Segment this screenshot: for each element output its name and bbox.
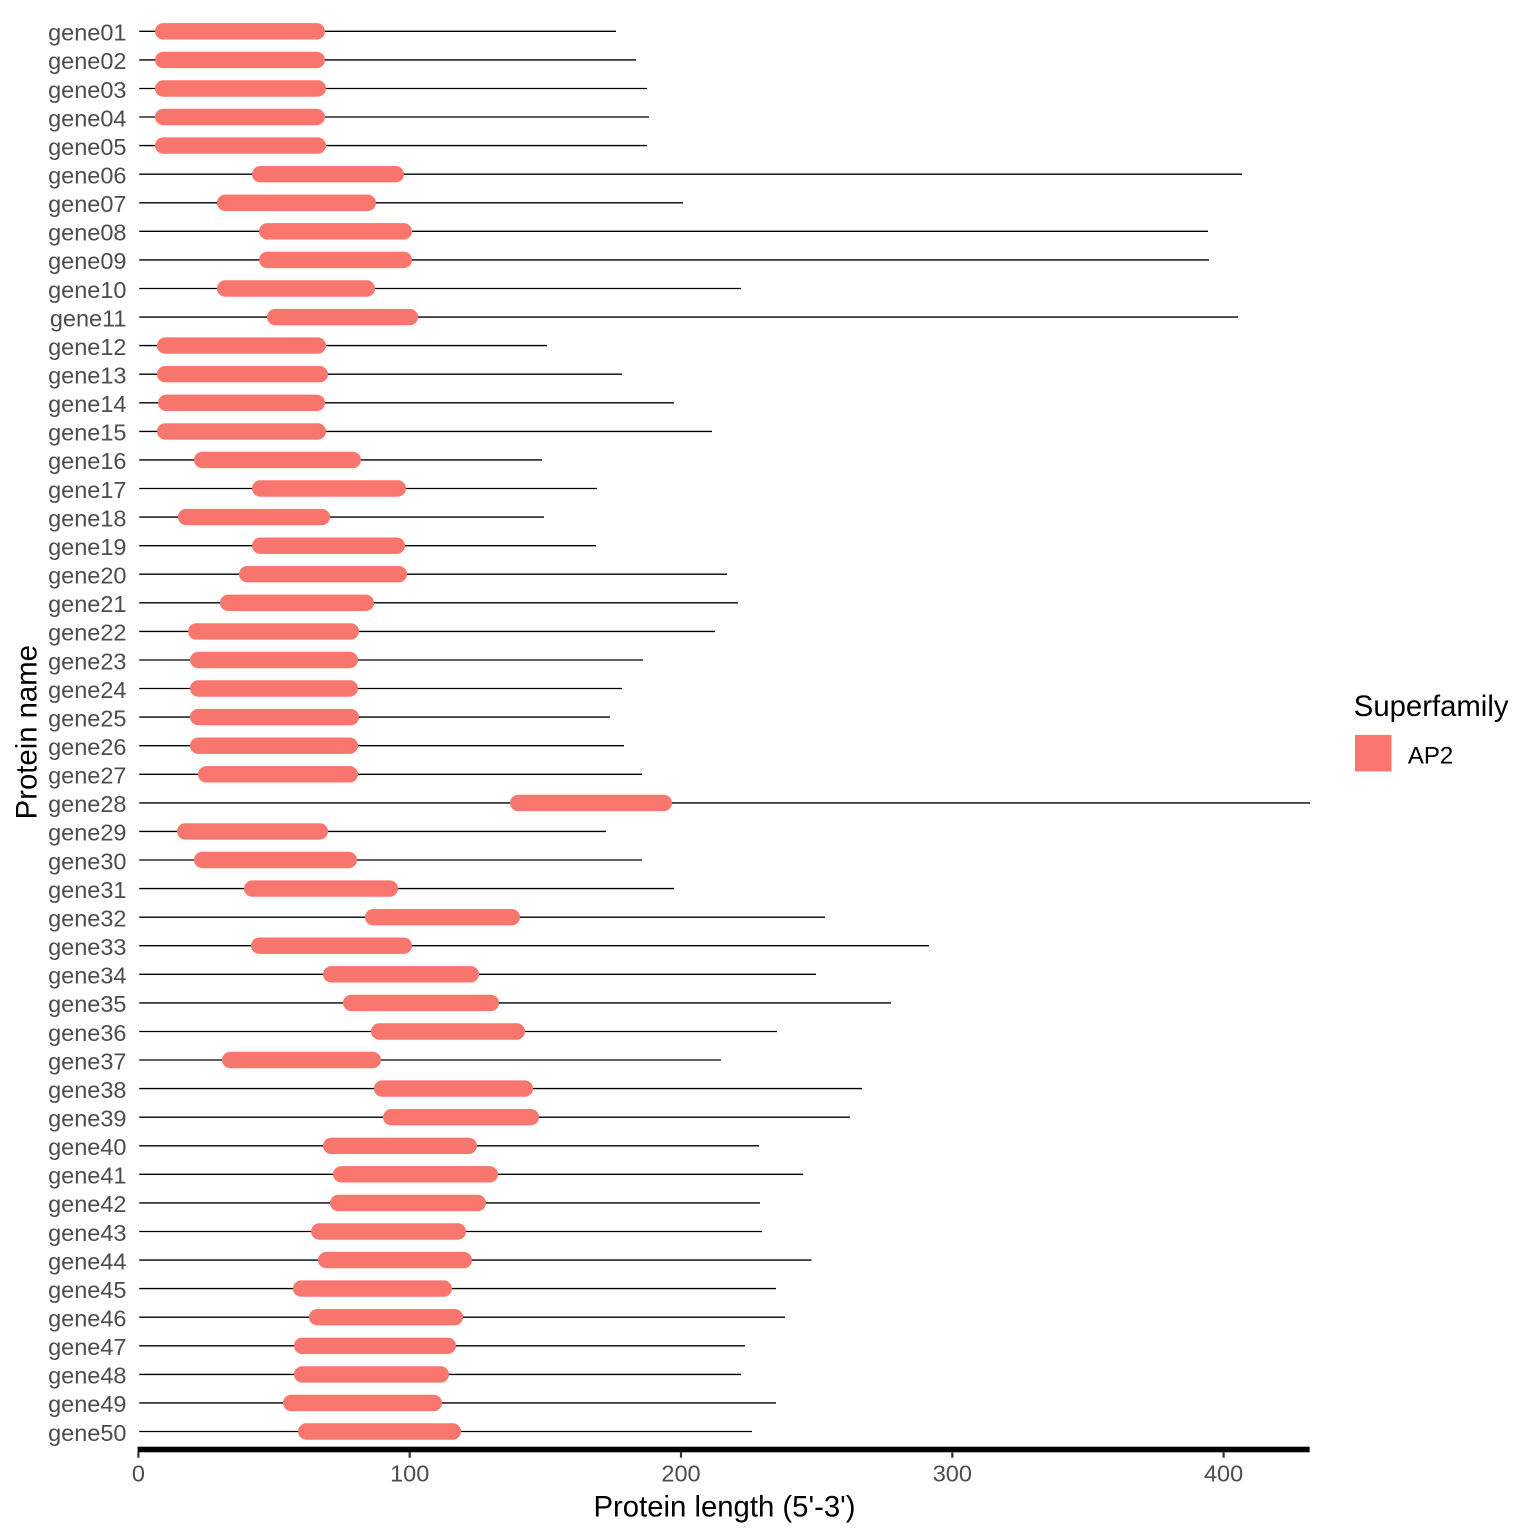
svg-text:gene43: gene43 <box>48 1220 126 1246</box>
svg-text:gene28: gene28 <box>48 791 126 817</box>
svg-text:Protein length (5'-3'): Protein length (5'-3') <box>594 1490 856 1523</box>
svg-text:200: 200 <box>661 1461 700 1487</box>
svg-text:gene01: gene01 <box>48 20 126 46</box>
svg-text:gene22: gene22 <box>48 620 126 646</box>
svg-text:gene25: gene25 <box>48 705 126 731</box>
svg-text:gene47: gene47 <box>48 1334 126 1360</box>
svg-text:gene06: gene06 <box>48 163 126 189</box>
svg-text:gene48: gene48 <box>48 1363 126 1389</box>
svg-text:400: 400 <box>1204 1461 1243 1487</box>
svg-text:gene19: gene19 <box>48 534 126 560</box>
svg-text:gene16: gene16 <box>48 448 126 474</box>
svg-text:300: 300 <box>933 1461 972 1487</box>
svg-text:gene21: gene21 <box>48 591 126 617</box>
svg-text:AP2: AP2 <box>1408 742 1453 769</box>
svg-text:gene39: gene39 <box>48 1106 126 1132</box>
svg-text:gene45: gene45 <box>48 1277 126 1303</box>
svg-text:gene02: gene02 <box>48 48 126 74</box>
svg-text:gene35: gene35 <box>48 991 126 1017</box>
svg-text:gene50: gene50 <box>48 1420 126 1446</box>
svg-text:gene30: gene30 <box>48 848 126 874</box>
svg-text:gene05: gene05 <box>48 134 126 160</box>
svg-text:0: 0 <box>132 1461 145 1487</box>
svg-text:Protein name: Protein name <box>10 645 43 819</box>
svg-text:gene38: gene38 <box>48 1077 126 1103</box>
svg-text:gene18: gene18 <box>48 505 126 531</box>
svg-text:gene26: gene26 <box>48 734 126 760</box>
svg-text:gene40: gene40 <box>48 1134 126 1160</box>
svg-text:gene31: gene31 <box>48 877 126 903</box>
svg-text:gene17: gene17 <box>48 477 126 503</box>
svg-text:gene41: gene41 <box>48 1163 126 1189</box>
svg-text:gene27: gene27 <box>48 763 126 789</box>
svg-text:gene09: gene09 <box>48 248 126 274</box>
svg-text:gene12: gene12 <box>48 334 126 360</box>
svg-text:gene10: gene10 <box>48 277 126 303</box>
svg-text:gene03: gene03 <box>48 77 126 103</box>
svg-text:gene42: gene42 <box>48 1191 126 1217</box>
svg-text:gene24: gene24 <box>48 677 126 703</box>
svg-text:gene49: gene49 <box>48 1391 126 1417</box>
svg-text:gene36: gene36 <box>48 1020 126 1046</box>
svg-text:gene23: gene23 <box>48 648 126 674</box>
svg-text:gene08: gene08 <box>48 220 126 246</box>
svg-text:gene37: gene37 <box>48 1048 126 1074</box>
svg-text:100: 100 <box>390 1461 429 1487</box>
svg-text:gene32: gene32 <box>48 906 126 932</box>
svg-text:Superfamily: Superfamily <box>1354 690 1509 723</box>
svg-text:gene20: gene20 <box>48 563 126 589</box>
svg-text:gene07: gene07 <box>48 191 126 217</box>
svg-text:gene33: gene33 <box>48 934 126 960</box>
svg-text:gene14: gene14 <box>48 391 126 417</box>
svg-text:gene04: gene04 <box>48 105 126 131</box>
svg-text:gene34: gene34 <box>48 963 126 989</box>
svg-text:gene29: gene29 <box>48 820 126 846</box>
svg-text:gene15: gene15 <box>48 420 126 446</box>
svg-text:gene13: gene13 <box>48 363 126 389</box>
svg-text:gene11: gene11 <box>50 305 127 331</box>
svg-text:gene44: gene44 <box>48 1248 126 1274</box>
svg-text:gene46: gene46 <box>48 1306 126 1332</box>
